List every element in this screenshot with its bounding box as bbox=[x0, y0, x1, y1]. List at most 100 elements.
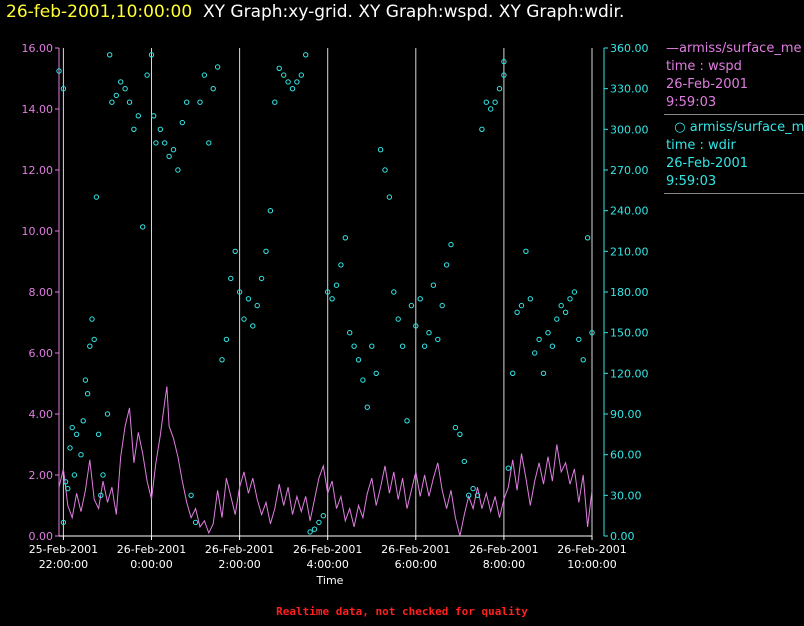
wdir-point bbox=[60, 519, 67, 526]
wdir-point bbox=[571, 289, 578, 295]
wdir-point bbox=[153, 140, 159, 146]
wdir-point bbox=[245, 296, 252, 302]
wdir-point bbox=[439, 302, 445, 309]
wdir-point bbox=[413, 323, 419, 329]
wdir-point bbox=[184, 99, 190, 105]
wdir-point bbox=[148, 52, 155, 58]
legend-divider-bottom bbox=[664, 193, 804, 194]
wdir-point bbox=[95, 431, 102, 437]
x-tick-date: 26-Feb-2001 bbox=[205, 543, 274, 556]
wdir-point bbox=[80, 418, 86, 424]
wdir-point bbox=[558, 302, 564, 309]
wdir-point bbox=[113, 92, 120, 99]
wdir-point bbox=[157, 126, 164, 133]
wdir-point bbox=[479, 126, 485, 133]
wdir-point bbox=[281, 72, 287, 78]
wdir-point bbox=[391, 289, 397, 295]
legend-wdir-name: ○ armiss/surface_me bbox=[666, 120, 804, 135]
legend-wspd-name: —armiss/surface_me bbox=[666, 41, 802, 56]
legend-wdir-time: 9:59:03 bbox=[666, 174, 717, 189]
legend-entry-wspd[interactable]: —armiss/surface_me time : wspd 26-Feb-20… bbox=[664, 40, 804, 112]
wdir-point bbox=[109, 99, 115, 105]
wdir-point bbox=[84, 391, 91, 397]
wdir-point bbox=[210, 86, 216, 92]
left-axis-wspd: 0.00 2.00 4.00 6.00 8.00 10.00 12.00 14.00 16.00 bbox=[22, 42, 60, 543]
wdir-point bbox=[518, 302, 525, 309]
wdir-point bbox=[307, 529, 313, 535]
right-tick-label: 210.00 bbox=[610, 245, 649, 258]
wdir-point bbox=[98, 492, 104, 498]
left-tick-label: 4.00 bbox=[29, 408, 54, 421]
wdir-point bbox=[351, 343, 357, 349]
wdir-point bbox=[386, 194, 393, 200]
wdir-point bbox=[589, 330, 595, 336]
wdir-point bbox=[65, 485, 71, 492]
legend-wdir-date: 26-Feb-2001 bbox=[666, 156, 749, 171]
wdir-point bbox=[514, 309, 520, 315]
wdir-point bbox=[175, 167, 181, 173]
x-tick-time: 10:00:00 bbox=[567, 558, 616, 571]
wdir-point bbox=[192, 519, 199, 526]
wdir-point bbox=[214, 64, 221, 70]
wdir-point bbox=[276, 65, 282, 72]
wdir-point bbox=[179, 119, 186, 126]
wdir-point bbox=[131, 126, 137, 133]
x-tick-date: 26-Feb-2001 bbox=[117, 543, 186, 556]
legend-entry-wdir[interactable]: ○ armiss/surface_me time : wdir 26-Feb-2… bbox=[664, 119, 804, 191]
x-tick-time: 0:00:00 bbox=[130, 558, 172, 571]
wdir-point bbox=[69, 424, 75, 431]
right-axis-wdir: 0.00 30.00 60.00 90.00 120.00 150.00 180.00 210… bbox=[603, 42, 649, 543]
wdir-point bbox=[89, 316, 95, 322]
right-tick-label: 330.00 bbox=[610, 83, 649, 96]
wdir-point bbox=[501, 58, 507, 65]
wdir-point bbox=[272, 99, 278, 105]
wdir-point bbox=[228, 275, 234, 282]
left-tick-label: 12.00 bbox=[22, 164, 54, 177]
wdir-point bbox=[232, 248, 238, 255]
wdir-point bbox=[421, 343, 428, 349]
wdir-point bbox=[488, 106, 494, 112]
wdir-point bbox=[140, 224, 146, 230]
left-tick-label: 0.00 bbox=[29, 530, 54, 543]
wdir-point bbox=[104, 411, 111, 417]
wdir-point bbox=[206, 140, 212, 146]
right-tick-label: 0.00 bbox=[610, 530, 635, 543]
left-tick-label: 6.00 bbox=[29, 347, 54, 360]
wdir-point bbox=[562, 309, 569, 315]
legend-wspd-field: time : wspd bbox=[666, 59, 742, 74]
wdir-point bbox=[67, 445, 73, 451]
wdir-point bbox=[188, 492, 194, 498]
wdir-point bbox=[360, 377, 366, 383]
right-tick-label: 60.00 bbox=[610, 449, 642, 462]
series-wdir bbox=[56, 52, 595, 535]
wdir-point bbox=[435, 336, 441, 343]
wdir-point bbox=[151, 113, 157, 119]
wdir-point bbox=[223, 336, 230, 343]
wdir-point bbox=[404, 418, 410, 424]
legend-wdir-field: time : wdir bbox=[666, 138, 736, 153]
wdir-point bbox=[355, 357, 362, 363]
wdir-point bbox=[540, 370, 547, 376]
right-tick-label: 360.00 bbox=[610, 42, 649, 55]
wdir-point bbox=[258, 275, 265, 282]
wdir-point bbox=[135, 113, 142, 119]
wdir-point bbox=[342, 235, 348, 241]
wdir-point bbox=[527, 296, 533, 302]
wdir-point bbox=[325, 289, 331, 295]
wdir-point bbox=[118, 79, 124, 85]
wdir-point bbox=[545, 330, 551, 336]
legend-wspd-date: 26-Feb-2001 bbox=[666, 77, 749, 92]
wdir-point bbox=[501, 72, 507, 78]
wdir-point bbox=[126, 99, 133, 105]
wdir-point bbox=[93, 194, 100, 200]
right-tick-label: 300.00 bbox=[610, 123, 649, 136]
wdir-point bbox=[373, 370, 379, 376]
legend[interactable]: —armiss/surface_me time : wspd 26-Feb-20… bbox=[664, 40, 804, 198]
x-tick-time: 2:00:00 bbox=[218, 558, 260, 571]
x-tick-date: 25-Feb-2001 bbox=[29, 543, 98, 556]
wdir-point bbox=[408, 302, 415, 309]
wdir-point bbox=[532, 350, 538, 356]
wdir-point bbox=[369, 343, 375, 349]
wdir-point bbox=[377, 147, 384, 153]
wdir-point bbox=[347, 330, 353, 336]
